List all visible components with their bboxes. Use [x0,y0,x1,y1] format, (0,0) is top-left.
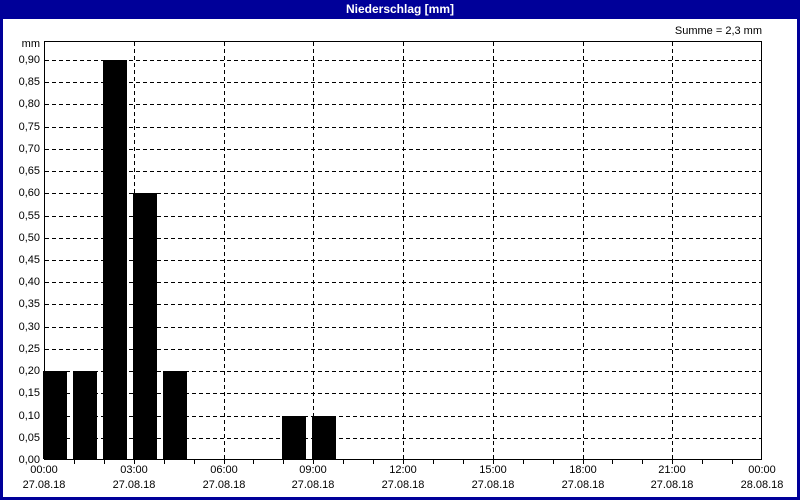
y-tick-label: 0,70 [18,143,40,155]
y-tick-label: 0,90 [18,54,40,66]
y-tick-label: 0,50 [18,232,40,244]
x-tick-date-label: 27.08.18 [471,479,515,491]
y-tick-label: 0,15 [18,387,40,399]
x-tick-date-label: 27.08.18 [22,479,66,491]
chart-title: Niederschlag [mm] [345,2,455,16]
x-tick-time-label: 12:00 [389,464,417,476]
x-tick-time-label: 00:00 [30,464,58,476]
y-tick-label: 0,85 [18,76,40,88]
x-tick-date-label: 27.08.18 [381,479,425,491]
y-tick-label: 0,10 [18,410,40,422]
y-axis-unit-label: mm [21,38,40,50]
y-tick-label: 0,75 [18,121,40,133]
x-tick-time-label: 21:00 [658,464,686,476]
y-tick-label: 0,65 [18,165,40,177]
x-tick-time-label: 03:00 [120,464,148,476]
bar [163,371,187,459]
y-tick-label: 0,40 [18,276,40,288]
y-tick-label: 0,05 [18,432,40,444]
x-tick-date-label: 28.08.18 [740,479,784,491]
window-frame-edge [0,0,3,500]
y-tick-label: 0,20 [18,365,40,377]
x-tick-date-label: 27.08.18 [291,479,335,491]
plot-border [44,41,762,460]
window-frame-edge [797,0,800,500]
sum-label: Summe = 2,3 mm [674,25,762,37]
bar [282,416,306,459]
y-tick-label: 0,25 [18,343,40,355]
y-tick-label: 0,60 [18,187,40,199]
bar [73,371,97,459]
title-bar: Niederschlag [mm] [0,0,800,19]
x-tick-time-label: 09:00 [299,464,327,476]
x-tick-date-label: 27.08.18 [650,479,694,491]
y-tick-label: 0,45 [18,254,40,266]
y-tick-label: 0,35 [18,298,40,310]
x-tick-time-label: 18:00 [569,464,597,476]
y-tick-label: 0,00 [18,454,40,466]
x-tick-time-label: 06:00 [210,464,238,476]
x-tick-time-label: 00:00 [748,464,776,476]
y-tick-label: 0,80 [18,98,40,110]
bar [133,193,157,459]
x-tick-time-label: 15:00 [479,464,507,476]
y-tick-label: 0,55 [18,210,40,222]
y-tick-label: 0,30 [18,321,40,333]
bar [103,60,127,459]
window-frame-edge [0,497,800,500]
x-tick-date-label: 27.08.18 [202,479,246,491]
x-tick-date-label: 27.08.18 [112,479,156,491]
x-tick-date-label: 27.08.18 [561,479,605,491]
bar [312,416,336,459]
bar [43,371,67,459]
